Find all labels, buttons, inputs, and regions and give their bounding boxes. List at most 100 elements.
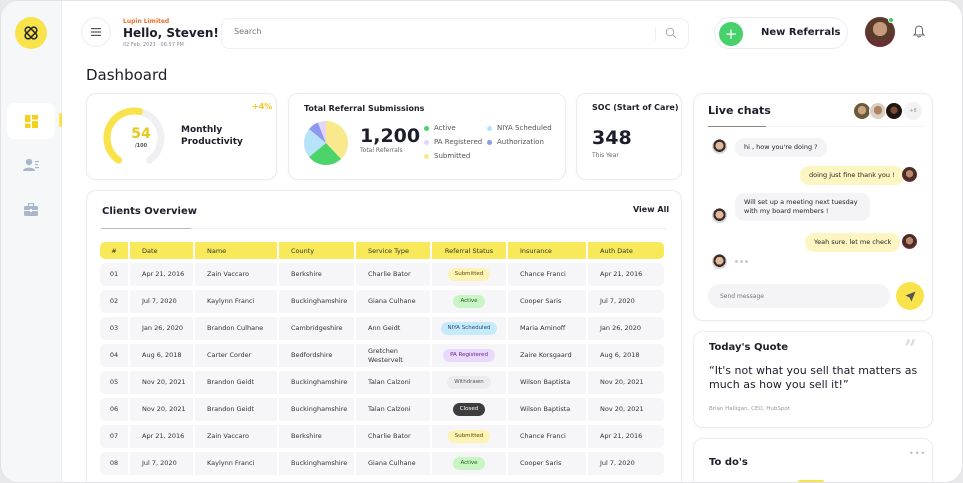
quote-title: Today's Quote: [709, 342, 789, 353]
sidebar-item-dashboard[interactable]: [7, 103, 55, 139]
table-row[interactable]: 08 Jul 7, 2020 Kaylynn Franci Buckinghamshi…: [100, 452, 664, 475]
online-indicator: [888, 17, 894, 23]
table-row[interactable]: 02 Jul 7, 2020 Kaylynn Franci Buckinghamshi…: [100, 290, 664, 313]
quote-text: “It's not what you sell that matters as …: [709, 364, 918, 391]
col-service-type[interactable]: Service Type: [356, 242, 432, 259]
row-name: Zain Vaccaro: [195, 263, 279, 286]
table-row[interactable]: 06 Nov 20, 2021 Brandon Geidt Buckinghamshi…: [100, 398, 664, 421]
chat-message-incoming: hi , how you're doing ?: [735, 138, 827, 157]
search-icon[interactable]: [665, 27, 677, 39]
menu-button[interactable]: [81, 17, 111, 47]
live-chats-title: Live chats: [708, 104, 771, 117]
legend-submitted: Submitted: [424, 152, 470, 160]
greeting: Hello, Steven!: [123, 26, 219, 40]
sidebar-item-briefcase[interactable]: [7, 191, 55, 227]
clients-title: Clients Overview: [102, 206, 198, 217]
pie-slice-pa-registered[interactable]: [317, 121, 326, 143]
row-county: Berkshire: [279, 263, 356, 286]
table-row[interactable]: 07 Apr 21, 2016 Zain Vaccaro Berkshire Charl…: [100, 425, 664, 448]
my-avatar: [902, 234, 917, 249]
send-message-input[interactable]: [708, 284, 890, 308]
col-referral-status[interactable]: Referral Status: [432, 242, 508, 259]
table-row[interactable]: 04 Aug 6, 2018 Carter Corder Bedfordshire Gr…: [100, 344, 664, 367]
quote-author: Brian Halligan, CEO, HubSpot: [709, 406, 790, 412]
clients-overview-card: Clients Overview View All # Date Name Co…: [86, 190, 682, 482]
legend-authorization: Authorization: [487, 138, 544, 146]
row-date: Jan 26, 2020: [130, 317, 195, 340]
table-row[interactable]: 03 Jan 26, 2020 Brandon Culhane Cambridgesh…: [100, 317, 664, 340]
hamburger-icon: [91, 28, 101, 36]
row-insurance: Zaire Korsgaard: [508, 344, 588, 367]
sidebar: [1, 1, 62, 482]
productivity-change: +4%: [252, 102, 273, 111]
pie-slice-submitted[interactable]: [326, 121, 348, 160]
row-status: Submitted: [432, 425, 508, 448]
row-name: Brandon Geidt: [195, 398, 279, 421]
user-list-icon: [23, 158, 39, 171]
active-tab-underline: [101, 228, 191, 229]
row-date: Apr 21, 2016: [130, 425, 195, 448]
new-referrals-button[interactable]: + New Referrals: [714, 17, 848, 49]
plus-icon: +: [719, 22, 743, 46]
pie-slice-niya-scheduled[interactable]: [304, 128, 326, 158]
status-badge: Submitted: [447, 268, 491, 281]
col-county[interactable]: County: [279, 242, 356, 259]
selected-day[interactable]: [798, 480, 824, 482]
row-auth-date: Jul 7, 2020: [588, 452, 664, 475]
row-status: Withdrawn: [432, 371, 508, 394]
send-button[interactable]: [896, 282, 924, 310]
new-referrals-label: New Referrals: [761, 27, 841, 38]
col-date[interactable]: Date: [130, 242, 195, 259]
row-auth-date: Nov 20, 2021: [588, 371, 664, 394]
pie-slice-authorization[interactable]: [309, 122, 326, 143]
row-county: Berkshire: [279, 425, 356, 448]
status-badge: NIYA Scheduled: [440, 322, 498, 335]
sidebar-item-clients[interactable]: [7, 147, 55, 183]
table-row[interactable]: 01 Apr 21, 2016 Zain Vaccaro Berkshire Charl…: [100, 263, 664, 286]
total-referrals-label: Total Referrals: [360, 147, 403, 154]
row-number: 03: [100, 317, 130, 340]
logo[interactable]: [15, 17, 47, 49]
search-input[interactable]: [234, 27, 654, 36]
col-number[interactable]: #: [100, 242, 130, 259]
live-chats-card: Live chats +8 hi , how you're doing ? do…: [693, 93, 933, 321]
notifications-button[interactable]: [907, 19, 931, 43]
my-avatar: [902, 167, 917, 182]
row-status: Active: [432, 452, 508, 475]
chat-message-outgoing: Yeah sure. let me check: [805, 233, 901, 252]
more-participants-count[interactable]: +8: [904, 102, 922, 120]
chat-participant-avatar[interactable]: [885, 102, 903, 120]
row-date: Apr 21, 2016: [130, 263, 195, 286]
row-insurance: Cooper Saris: [508, 452, 588, 475]
row-number: 05: [100, 371, 130, 394]
table-row[interactable]: 05 Nov 20, 2021 Brandon Geidt Buckinghamshi…: [100, 371, 664, 394]
row-auth-date: Jan 26, 2020: [588, 317, 664, 340]
pie-slice-active[interactable]: [309, 143, 342, 165]
row-county: Buckinghamshire: [279, 371, 356, 394]
page-title: Dashboard: [86, 66, 168, 84]
col-name[interactable]: Name: [195, 242, 279, 259]
row-insurance: Maria Aminoff: [508, 317, 588, 340]
current-datetime: 02 Feb, 2023 · 06:57 PM: [123, 42, 184, 48]
row-auth-date: Aug 6, 2018: [588, 344, 664, 367]
status-badge: Active: [453, 295, 485, 308]
quote-card: Today's Quote ” “It's not what you sell …: [693, 331, 933, 428]
status-badge: Closed: [452, 403, 486, 416]
row-date: Nov 20, 2021: [130, 398, 195, 421]
col-insurance[interactable]: Insurance: [508, 242, 588, 259]
row-auth-date: Nov 20, 2021: [588, 398, 664, 421]
table-header-row: # Date Name County Service Type Referral…: [100, 242, 664, 259]
row-service-type: Talan Calzoni: [356, 398, 432, 421]
row-auth-date: Apr 21, 2016: [588, 263, 664, 286]
row-insurance: Chance Franci: [508, 425, 588, 448]
row-number: 04: [100, 344, 130, 367]
total-referrals: 1,200: [360, 125, 421, 147]
productivity-max: /100: [134, 143, 148, 149]
row-status: Active: [432, 290, 508, 313]
col-auth-date[interactable]: Auth Date: [588, 242, 664, 259]
referrals-card: Total Referral Submissions 1,200 Total R…: [288, 93, 566, 180]
legend-label: Authorization: [497, 138, 544, 146]
view-all-link[interactable]: View All: [633, 205, 670, 214]
more-options-icon[interactable]: •••: [909, 449, 927, 458]
